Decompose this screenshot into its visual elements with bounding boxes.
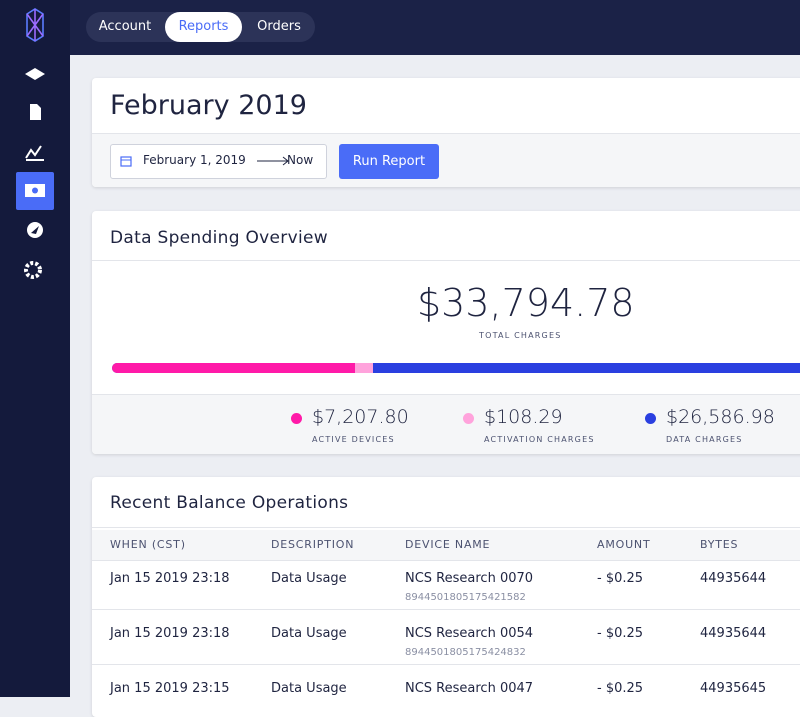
legend-label: ACTIVATION CHARGES xyxy=(484,435,595,444)
divider xyxy=(92,527,800,528)
overview-card: Data Spending Overview $33,794.78 TOTAL … xyxy=(92,211,800,454)
legend-value: $108.29 xyxy=(484,406,563,428)
icon-chart[interactable] xyxy=(25,145,44,161)
cell-amount: - $0.25 xyxy=(597,681,644,696)
cell-bytes: 44935645 xyxy=(700,681,767,696)
divider xyxy=(92,260,800,261)
cell-when: Jan 15 2019 23:18 xyxy=(110,571,230,586)
cell-amount: - $0.25 xyxy=(597,626,644,641)
sidebar xyxy=(0,0,70,697)
column-header: DEVICE NAME xyxy=(405,538,491,551)
cell-description: Data Usage xyxy=(271,681,347,696)
icon-money-dot xyxy=(32,187,38,194)
legend-dot xyxy=(463,413,474,424)
run-report-button[interactable]: Run Report xyxy=(339,144,439,179)
report-card: February 2019 February 1, 2019 Now Run R… xyxy=(92,78,800,187)
cell-bytes: 44935644 xyxy=(700,626,767,641)
legend-dot xyxy=(291,413,302,424)
row-divider xyxy=(92,609,800,610)
column-header: DESCRIPTION xyxy=(271,538,355,551)
row-divider xyxy=(92,664,800,665)
overview-title: Data Spending Overview xyxy=(110,228,328,248)
operations-card: Recent Balance Operations WHEN (CST) DESC… xyxy=(92,477,800,717)
icon-doc[interactable] xyxy=(30,104,41,120)
cell-amount: - $0.25 xyxy=(597,571,644,586)
icon-compass-needle xyxy=(31,226,39,234)
date-end: Now xyxy=(287,153,314,167)
sidebar-icons xyxy=(16,8,54,279)
icon-layers[interactable] xyxy=(25,68,45,80)
cell-device: NCS Research 0070 xyxy=(405,571,534,586)
tab[interactable]: Account xyxy=(98,19,152,34)
legend-label: DATA CHARGES xyxy=(666,435,743,444)
device-id: 8944501805175424832 xyxy=(405,647,526,658)
icon-settings[interactable] xyxy=(24,261,42,279)
logo xyxy=(26,8,44,42)
total-label: TOTAL CHARGES xyxy=(479,331,562,340)
operations-title: Recent Balance Operations xyxy=(110,493,349,513)
tabs: Account Reports Orders xyxy=(86,12,315,42)
calendar-icon xyxy=(120,156,132,167)
cell-when: Jan 15 2019 23:18 xyxy=(110,626,230,641)
legend-area xyxy=(92,394,800,454)
legend-label: ACTIVE DEVICES xyxy=(312,435,395,444)
arrow-icon xyxy=(257,156,289,166)
total-charges: $33,794.78 xyxy=(417,281,635,325)
cell-when: Jan 15 2019 23:15 xyxy=(110,681,230,696)
cell-device: NCS Research 0047 xyxy=(405,681,534,696)
date-range[interactable]: February 1, 2019 Now xyxy=(110,144,327,179)
spending-bar xyxy=(112,363,800,373)
date-start: February 1, 2019 xyxy=(143,153,246,167)
cell-description: Data Usage xyxy=(271,571,347,586)
bar-active-devices xyxy=(112,363,355,373)
column-header: WHEN (CST) xyxy=(110,538,186,551)
tab-active[interactable]: Reports xyxy=(165,12,242,42)
tab[interactable]: Orders xyxy=(257,19,301,34)
legend-value: $26,586.98 xyxy=(666,406,775,428)
legend-value: $7,207.80 xyxy=(312,406,409,428)
table-header xyxy=(92,530,800,561)
bar-activation xyxy=(355,363,373,373)
column-header: AMOUNT xyxy=(597,538,651,551)
report-title: February 2019 xyxy=(110,90,307,121)
cell-device: NCS Research 0054 xyxy=(405,626,534,641)
device-id: 8944501805175421582 xyxy=(405,592,526,603)
cell-bytes: 44935644 xyxy=(700,571,767,586)
column-header: BYTES xyxy=(700,538,739,551)
cell-description: Data Usage xyxy=(271,626,347,641)
legend-dot xyxy=(645,413,656,424)
